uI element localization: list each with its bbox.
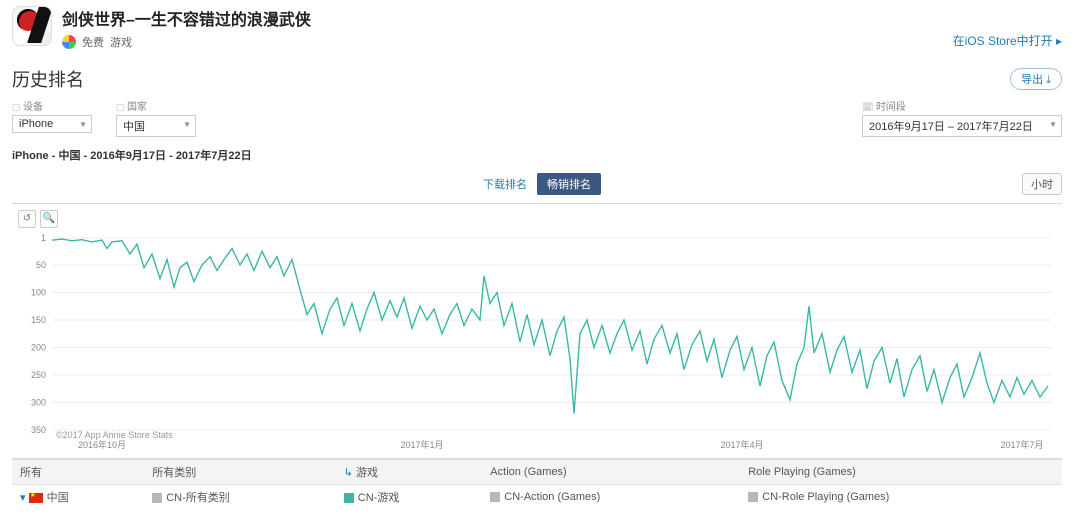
legend-series-cell[interactable]: CN-Role Playing (Games) bbox=[740, 485, 1062, 510]
legend-header-cell: ↳ 游戏 bbox=[336, 460, 483, 485]
svg-text:2017年4月: 2017年4月 bbox=[720, 439, 763, 450]
device-label: 设备 bbox=[12, 98, 92, 113]
app-icon bbox=[12, 6, 52, 46]
date-range-select[interactable]: 2016年9月17日 – 2017年7月22日 bbox=[862, 115, 1062, 137]
granularity-hour-button[interactable]: 小时 bbox=[1022, 173, 1062, 195]
app-price: 免费 bbox=[82, 34, 104, 50]
legend-header-cell: Action (Games) bbox=[482, 460, 740, 485]
rank-type-tabs: 下载排名 畅销排名 小时 bbox=[12, 173, 1062, 195]
device-select[interactable]: iPhone bbox=[12, 115, 92, 133]
legend-country-cell: ▾ 中国 bbox=[12, 485, 144, 510]
color-swatch-icon bbox=[152, 493, 162, 503]
svg-text:1: 1 bbox=[41, 233, 46, 243]
svg-text:2016年10月: 2016年10月 bbox=[78, 439, 126, 450]
svg-text:100: 100 bbox=[31, 287, 46, 297]
tab-grossing[interactable]: 畅销排名 bbox=[537, 173, 601, 195]
legend-table: 所有所有类别↳ 游戏Action (Games)Role Playing (Ga… bbox=[12, 459, 1062, 509]
svg-text:250: 250 bbox=[31, 370, 46, 380]
app-title: 剑侠世界–一生不容错过的浪漫武侠 bbox=[62, 6, 953, 30]
rank-chart: ↺ 🔍 150100150200250300350 2016年10月2017年1… bbox=[12, 203, 1062, 459]
section-title: 历史排名 bbox=[12, 66, 1010, 92]
country-label: 国家 bbox=[116, 98, 196, 113]
svg-text:50: 50 bbox=[36, 260, 46, 270]
legend-series-cell[interactable]: CN-Action (Games) bbox=[482, 485, 740, 510]
chart-reset-zoom-button[interactable]: ↺ bbox=[18, 210, 36, 228]
chart-zoom-button[interactable]: 🔍 bbox=[40, 210, 58, 228]
rating-dots-icon bbox=[62, 35, 76, 49]
svg-text:150: 150 bbox=[31, 315, 46, 325]
color-swatch-icon bbox=[748, 492, 758, 502]
legend-series-cell[interactable]: CN-游戏 bbox=[336, 485, 483, 510]
svg-text:©2017 App Annie Store Stats: ©2017 App Annie Store Stats bbox=[56, 430, 173, 440]
color-swatch-icon bbox=[490, 492, 500, 502]
svg-text:2017年1月: 2017年1月 bbox=[400, 439, 443, 450]
color-swatch-icon bbox=[344, 493, 354, 503]
tab-downloads[interactable]: 下载排名 bbox=[473, 173, 537, 195]
legend-header-cell: 所有 bbox=[12, 460, 144, 485]
app-category: 游戏 bbox=[110, 34, 132, 50]
legend-header-cell: 所有类别 bbox=[144, 460, 336, 485]
chart-svg: 150100150200250300350 2016年10月2017年1月201… bbox=[12, 228, 1062, 458]
chart-subtitle: iPhone - 中国 - 2016年9月17日 - 2017年7月22日 bbox=[12, 147, 1062, 163]
filter-bar: 设备 iPhone 国家 中国 时间段 2016年9月17日 – 2017年7月… bbox=[12, 98, 1062, 137]
svg-text:300: 300 bbox=[31, 397, 46, 407]
open-in-store-link[interactable]: 在iOS Store中打开 ▸ bbox=[953, 32, 1062, 49]
svg-text:200: 200 bbox=[31, 342, 46, 352]
date-label: 时间段 bbox=[862, 98, 1062, 113]
export-button[interactable]: 导出 ⤓ bbox=[1010, 68, 1062, 90]
svg-text:2017年7月: 2017年7月 bbox=[1000, 439, 1043, 450]
svg-text:350: 350 bbox=[31, 425, 46, 435]
flag-cn-icon bbox=[29, 493, 43, 503]
country-select[interactable]: 中国 bbox=[116, 115, 196, 137]
legend-header-cell: Role Playing (Games) bbox=[740, 460, 1062, 485]
app-header: 剑侠世界–一生不容错过的浪漫武侠 免费 游戏 在iOS Store中打开 ▸ bbox=[12, 0, 1062, 50]
legend-series-cell[interactable]: CN-所有类别 bbox=[144, 485, 336, 510]
